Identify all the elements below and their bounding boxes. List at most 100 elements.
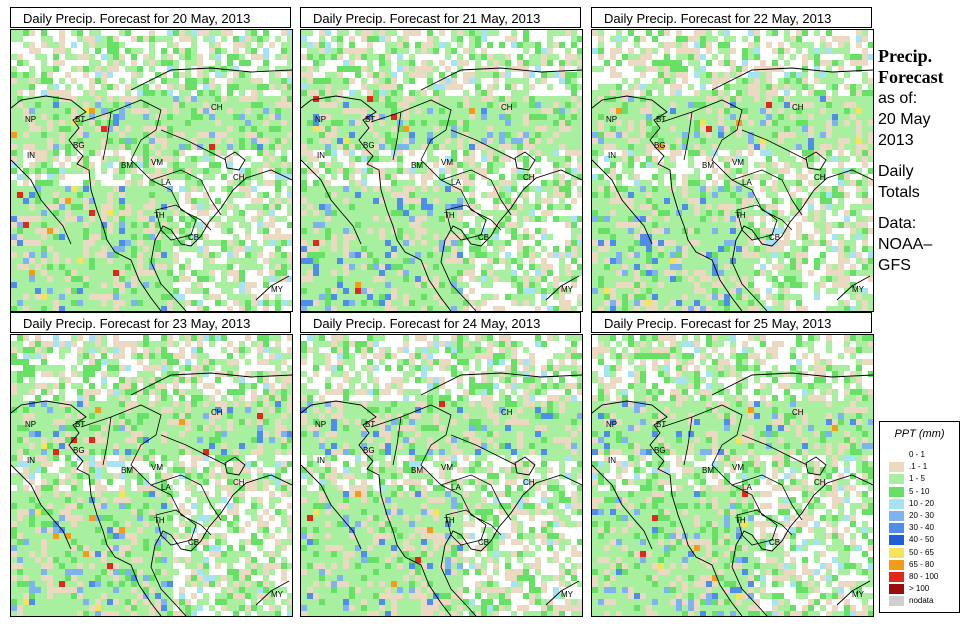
legend-label: 50 - 65 <box>909 547 934 557</box>
legend-item: 0 - 1 <box>889 449 957 460</box>
forecast-panel-1: Daily Precip. Forecast for 20 May, 2013 N… <box>10 7 293 312</box>
country-label: BG <box>654 446 666 455</box>
legend-swatch <box>889 572 904 582</box>
country-label: CH <box>814 173 826 182</box>
country-label: CH <box>501 103 513 112</box>
country-label: MY <box>271 285 284 294</box>
country-label: BG <box>654 141 666 150</box>
legend-label: 5 - 10 <box>909 486 930 496</box>
country-label: CB <box>769 538 780 547</box>
legend-swatch <box>889 559 904 570</box>
country-label: CH <box>211 408 223 417</box>
legend-item: nodata <box>889 595 957 607</box>
legend-swatch <box>889 450 904 460</box>
country-label: CH <box>792 408 804 417</box>
info-totals-line1: Daily <box>878 163 914 180</box>
panel-title: Daily Precip. Forecast for 23 May, 2013 <box>10 312 291 333</box>
country-borders <box>80 404 227 546</box>
precip-map: NPBTINBGBMCHVMLATHCBCHMYMYIDID <box>591 334 874 617</box>
coastline <box>301 67 582 311</box>
legend-item: 50 - 65 <box>889 547 957 558</box>
country-label: BT <box>656 115 666 124</box>
country-label: NP <box>25 420 36 429</box>
info-date-line2: 2013 <box>878 132 914 149</box>
panel-title: Daily Precip. Forecast for 20 May, 2013 <box>10 7 291 28</box>
legend-label: 0 - 1 <box>909 450 926 459</box>
legend-item: > 100 <box>889 583 957 595</box>
country-label: BT <box>75 420 85 429</box>
legend-item: 10 - 20 <box>889 498 957 509</box>
country-label: CH <box>792 103 804 112</box>
country-label: BT <box>656 420 666 429</box>
country-label: LA <box>742 178 752 187</box>
country-label: BT <box>365 115 375 124</box>
coastline <box>592 372 873 616</box>
precip-map-svg: NPBTINBGBMCHVMLATHCBCHMYMYIDID <box>592 335 873 616</box>
country-label: IN <box>608 456 616 465</box>
legend-label: 1 - 5 <box>909 474 926 484</box>
info-title-line2: Forecast <box>878 67 944 87</box>
country-label: CH <box>501 408 513 417</box>
country-label: BT <box>75 115 85 124</box>
legend-label: 40 - 50 <box>909 535 934 545</box>
country-label: BM <box>121 466 133 475</box>
precip-map: NPBTINBGBMCHVMLATHCBCHMYMYIDID <box>300 334 583 617</box>
panel-title: Daily Precip. Forecast for 22 May, 2013 <box>591 7 872 28</box>
coastline <box>11 372 292 616</box>
precip-map-svg: NPBTINBGBMCHVMLATHCBCHMYMYIDID <box>11 335 292 616</box>
info-totals-line2: Totals <box>878 184 920 201</box>
country-label: CB <box>188 538 199 547</box>
info-date-line1: 20 May <box>878 111 931 128</box>
info-panel: Precip. Forecast as of: 20 May 2013 Dail… <box>878 46 964 276</box>
precip-cells <box>11 30 292 311</box>
info-asof: as of: <box>878 90 918 107</box>
country-label: VM <box>441 158 453 167</box>
country-label: BM <box>702 161 714 170</box>
legend-label: 30 - 40 <box>909 523 934 533</box>
precip-cells <box>301 335 582 616</box>
precip-map: NPBTINBGBMCHVMLATHCBCHMYMYIDID <box>591 29 874 312</box>
legend-label: 10 - 20 <box>909 498 934 508</box>
precip-map-svg: NPBTINBGBMCHVMLATHCBCHMYMYIDID <box>11 30 292 311</box>
country-label: LA <box>742 483 752 492</box>
legend-label: nodata <box>909 596 934 606</box>
country-label: MY <box>852 285 865 294</box>
country-label: IN <box>608 151 616 160</box>
country-label: BG <box>363 141 375 150</box>
country-label: LA <box>451 178 461 187</box>
country-borders <box>661 404 808 546</box>
country-label: VM <box>441 463 453 472</box>
country-label: CH <box>211 103 223 112</box>
country-label: MY <box>852 590 865 599</box>
info-data-line1: Data: <box>878 215 917 232</box>
country-label: CB <box>478 233 489 242</box>
country-label: BM <box>411 161 423 170</box>
country-borders <box>661 99 808 241</box>
precip-cells <box>11 335 292 616</box>
panel-title: Daily Precip. Forecast for 24 May, 2013 <box>300 312 581 333</box>
legend-item: 1 - 5 <box>889 473 957 485</box>
precip-map-svg: NPBTINBGBMCHVMLATHCBCHMYMYIDID <box>301 335 582 616</box>
legend-swatch <box>889 462 904 473</box>
legend-swatch <box>889 535 904 546</box>
country-label: BM <box>121 161 133 170</box>
country-label: NP <box>25 115 36 124</box>
legend-item: 65 - 80 <box>889 559 957 570</box>
country-label: TH <box>735 211 746 220</box>
country-label: TH <box>154 516 165 525</box>
country-label: TH <box>444 211 455 220</box>
legend-title: PPT (mm) <box>894 428 945 440</box>
country-label: BG <box>363 446 375 455</box>
country-label: IN <box>317 151 325 160</box>
forecast-panel-5: Daily Precip. Forecast for 24 May, 2013 N… <box>300 312 583 617</box>
legend-swatch <box>889 584 904 595</box>
legend-swatch <box>889 486 904 497</box>
precip-map: NPBTINBGBMCHVMLATHCBCHMYMYIDID <box>10 334 293 617</box>
info-data-line3: GFS <box>878 257 911 274</box>
info-data-line2: NOAA– <box>878 236 933 253</box>
legend-item: 40 - 50 <box>889 534 957 546</box>
country-label: CH <box>814 478 826 487</box>
panel-title: Daily Precip. Forecast for 25 May, 2013 <box>591 312 872 333</box>
legend-swatch <box>889 523 904 534</box>
country-label: VM <box>732 158 744 167</box>
